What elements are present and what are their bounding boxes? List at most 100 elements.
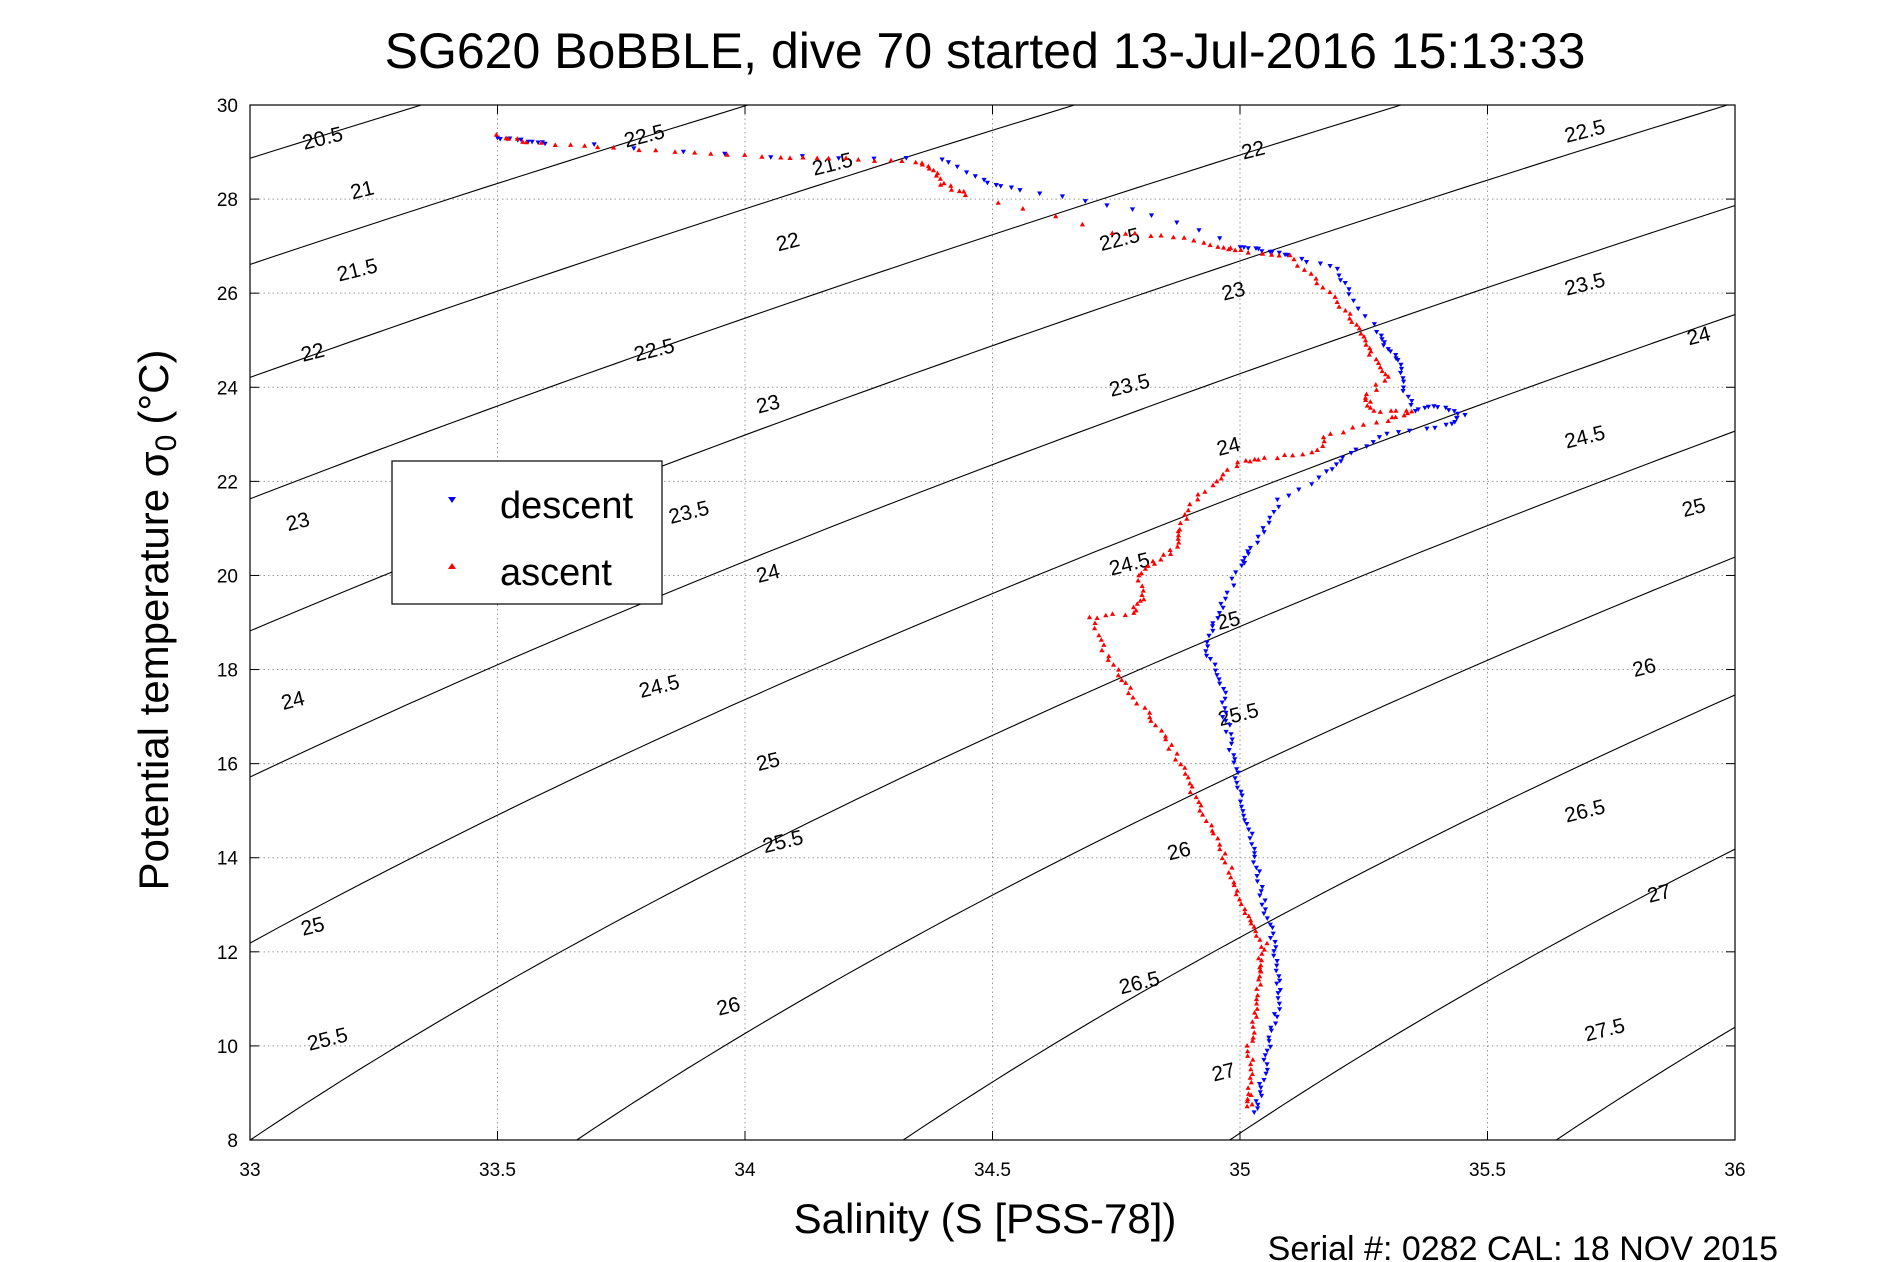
ascent-point xyxy=(1379,368,1385,374)
ascent-point xyxy=(1115,672,1121,678)
ascent-point xyxy=(493,132,499,137)
descent-point xyxy=(1237,799,1244,805)
ascent-point xyxy=(1235,459,1241,465)
ascent-point xyxy=(672,149,678,154)
ascent-point xyxy=(1134,601,1140,606)
ascent-point xyxy=(1209,822,1215,828)
descent-point xyxy=(1247,545,1253,551)
ascent-point xyxy=(1347,311,1353,316)
descent-point xyxy=(1264,1062,1270,1067)
ascent-point xyxy=(1334,299,1340,304)
y-tick-label: 22 xyxy=(217,472,238,493)
ascent-point xyxy=(1096,632,1102,638)
ascent-point xyxy=(1109,611,1116,616)
ascent-point xyxy=(1252,1010,1258,1015)
descent-point xyxy=(1269,249,1275,255)
ascent-point xyxy=(1170,234,1176,240)
ascent-point xyxy=(1217,842,1223,847)
descent-point xyxy=(1323,469,1330,474)
ascent-point xyxy=(1215,244,1221,249)
y-tick-label: 24 xyxy=(217,378,239,399)
descent-point xyxy=(1286,493,1292,499)
ascent-point xyxy=(1138,570,1144,576)
y-axis-label: Potential temperature σ0 (°C) xyxy=(130,350,183,891)
descent-point xyxy=(1370,440,1376,445)
ascent-point xyxy=(1148,233,1154,238)
descent-point xyxy=(1381,340,1387,345)
ascent-point xyxy=(1214,478,1220,484)
ascent-point xyxy=(1385,374,1391,379)
descent-point xyxy=(954,164,960,170)
ascent-point xyxy=(1169,742,1175,747)
ascent-point xyxy=(1247,1075,1253,1080)
descent-point xyxy=(535,140,541,146)
descent-point xyxy=(1334,266,1340,272)
descent-point xyxy=(1249,842,1255,847)
ascent-point xyxy=(1203,818,1209,823)
ascent-point xyxy=(995,200,1001,205)
ascent-point xyxy=(1363,342,1369,347)
serial-calibration-footer: Serial #: 0282 CAL: 18 NOV 2015 xyxy=(1268,1230,1778,1262)
ascent-point xyxy=(956,188,963,194)
ascent-point xyxy=(1125,690,1132,696)
descent-point xyxy=(1237,245,1243,250)
ascent-point xyxy=(1244,1043,1250,1048)
descent-point xyxy=(1309,482,1315,487)
ascent-point xyxy=(1210,482,1216,488)
descent-point xyxy=(903,156,909,161)
ascent-point xyxy=(1249,1019,1255,1024)
descent-point xyxy=(1204,640,1210,645)
ascent-point xyxy=(1197,808,1203,813)
ascent-point xyxy=(1232,247,1238,253)
ascent-point xyxy=(1377,409,1383,414)
descent-point xyxy=(1258,1085,1264,1091)
descent-point xyxy=(1229,737,1235,743)
ascent-point xyxy=(948,183,954,188)
descent-point xyxy=(1275,991,1281,996)
descent-point xyxy=(1277,988,1283,993)
ascent-point xyxy=(1249,1101,1255,1107)
ascent-point xyxy=(933,173,939,178)
ascent-point xyxy=(1388,408,1394,413)
legend: descent ascent xyxy=(391,460,663,605)
ascent-point xyxy=(1367,399,1373,404)
ascent-point xyxy=(1172,756,1179,762)
descent-point xyxy=(1387,349,1394,354)
ascent-point xyxy=(1244,1098,1250,1104)
density-contour-label: 24 xyxy=(754,560,783,588)
descent-point xyxy=(1424,426,1430,432)
descent-point xyxy=(1274,959,1280,964)
ascent-point xyxy=(724,152,730,157)
descent-point xyxy=(680,149,686,155)
descent-point xyxy=(1253,1099,1259,1104)
ascent-point xyxy=(1139,583,1145,588)
descent-point xyxy=(1223,729,1229,735)
descent-point xyxy=(1217,681,1223,687)
descent-point xyxy=(1251,846,1258,852)
descent-point xyxy=(1220,715,1226,720)
descent-point xyxy=(1205,644,1211,649)
ascent-point xyxy=(1166,746,1172,751)
y-tick-label: 18 xyxy=(217,661,238,682)
descent-point xyxy=(1238,789,1244,795)
descent-point xyxy=(1272,940,1278,945)
descent-point xyxy=(1303,260,1310,265)
descent-point xyxy=(1222,696,1228,702)
ascent-point xyxy=(1167,547,1173,552)
descent-point xyxy=(1255,540,1261,546)
y-tick-label: 10 xyxy=(217,1037,238,1058)
ascent-point xyxy=(1098,637,1104,642)
descent-point xyxy=(1261,1078,1267,1083)
descent-point xyxy=(1274,981,1280,987)
density-contour-line xyxy=(250,313,1735,944)
ascent-point xyxy=(1356,325,1362,331)
descent-point xyxy=(1223,710,1229,716)
descent-point xyxy=(631,146,637,151)
descent-point xyxy=(1342,281,1348,286)
ascent-point xyxy=(1251,924,1257,929)
descent-point xyxy=(1245,246,1251,251)
descent-point xyxy=(1350,298,1357,304)
ascent-point xyxy=(1261,455,1267,460)
descent-point xyxy=(1443,405,1449,411)
ascent-point xyxy=(1175,528,1181,534)
